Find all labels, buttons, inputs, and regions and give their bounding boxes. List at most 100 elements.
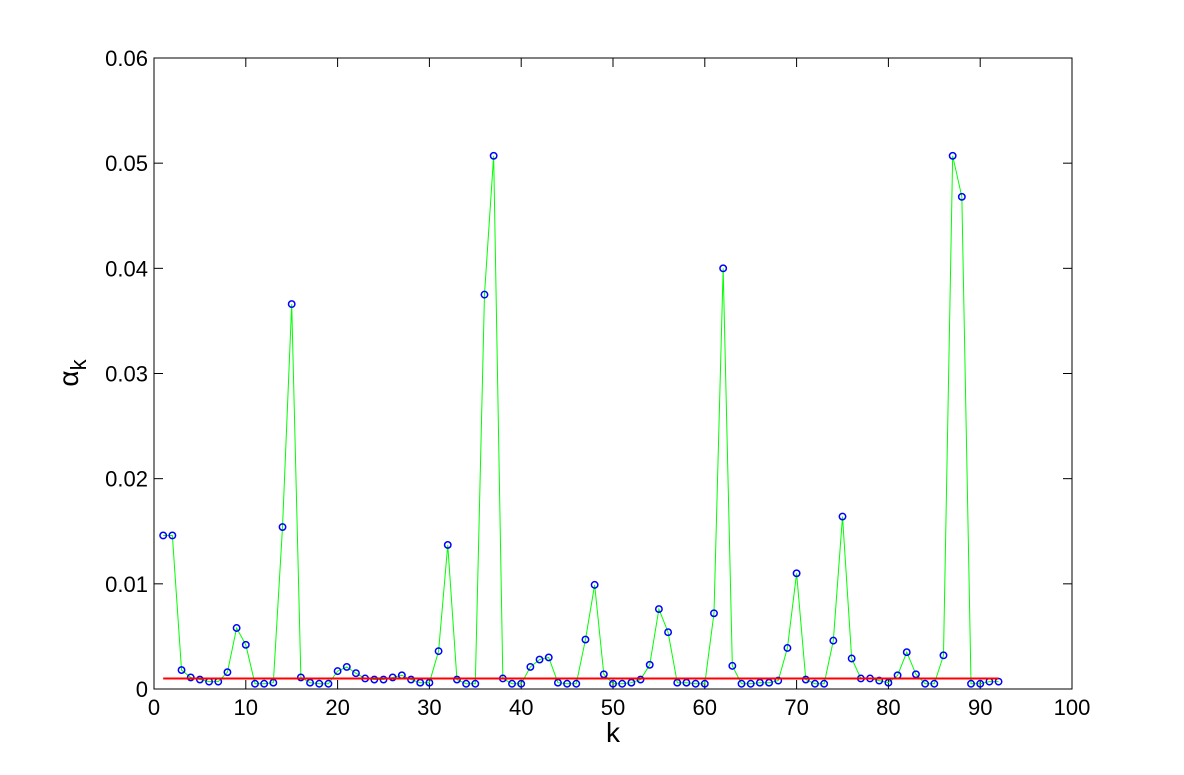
point (572, 679, 581, 688)
point (654, 605, 663, 614)
point (159, 531, 168, 540)
point (627, 678, 636, 687)
point (957, 192, 966, 201)
point (618, 679, 627, 688)
point (719, 264, 728, 273)
x-tick-label: 0 (148, 695, 160, 720)
point (599, 670, 608, 679)
x-tick-label: 50 (601, 695, 625, 720)
point (333, 667, 342, 676)
point (452, 675, 461, 684)
point (168, 531, 177, 540)
point (563, 679, 572, 688)
point (241, 640, 250, 649)
point (792, 569, 801, 578)
y-axis-label: αk (53, 358, 91, 386)
y-tick-label: 0.01 (105, 572, 148, 597)
point (471, 679, 480, 688)
y-tick-label: 0.03 (105, 362, 148, 387)
point (342, 662, 351, 671)
x-tick-label: 30 (417, 695, 441, 720)
point (700, 679, 709, 688)
point (352, 669, 360, 678)
point (838, 512, 847, 521)
point (269, 678, 278, 687)
point (783, 644, 792, 652)
point (884, 678, 893, 687)
x-tick-label: 10 (234, 695, 258, 720)
point (443, 540, 452, 549)
point (746, 679, 755, 688)
point (260, 679, 269, 688)
y-label-main: α (53, 370, 84, 386)
y-tick-label: 0.05 (105, 151, 148, 176)
point (590, 580, 599, 589)
x-tick-label: 80 (876, 695, 900, 720)
point (801, 675, 810, 684)
point (223, 668, 232, 677)
point (636, 675, 645, 684)
point (911, 670, 920, 679)
plot-area (153, 57, 1073, 690)
point (462, 679, 471, 688)
point (737, 679, 746, 688)
point (315, 679, 324, 688)
point (691, 679, 700, 688)
point (508, 679, 516, 688)
point (755, 678, 764, 687)
point (847, 654, 856, 663)
x-tick-label: 60 (693, 695, 717, 720)
point (186, 673, 195, 682)
point (296, 673, 305, 682)
point (416, 678, 425, 687)
point (948, 151, 957, 160)
point (921, 679, 930, 688)
point (379, 675, 388, 684)
point (370, 675, 379, 684)
point (553, 678, 562, 687)
point (581, 635, 590, 644)
x-tick-label: 90 (968, 695, 992, 720)
y-tick-label: 0.02 (105, 467, 148, 492)
point (774, 676, 783, 685)
point (517, 679, 526, 688)
point (673, 678, 682, 687)
point (407, 675, 415, 684)
point (682, 678, 691, 687)
x-tick-label: 40 (509, 695, 533, 720)
point (829, 636, 838, 645)
point (710, 609, 718, 618)
point (728, 661, 737, 670)
y-label-subscript: k (66, 358, 91, 370)
x-tick-label: 100 (1054, 695, 1091, 720)
point (765, 678, 774, 687)
point (930, 679, 939, 688)
point (902, 648, 911, 657)
x-tick-label: 20 (325, 695, 349, 720)
point (287, 300, 296, 309)
x-tick-label: 70 (784, 695, 808, 720)
point (306, 678, 315, 687)
point (480, 290, 489, 299)
point (811, 679, 819, 688)
y-tick-label: 0.04 (105, 256, 148, 281)
point (645, 660, 654, 669)
point (425, 678, 434, 687)
point (526, 662, 535, 671)
point (535, 655, 544, 664)
point (434, 647, 443, 656)
point (278, 523, 287, 531)
point (875, 676, 884, 685)
y-tick-label: 0.06 (105, 46, 148, 71)
point (232, 624, 241, 632)
point (195, 675, 204, 684)
point (251, 679, 259, 688)
point (177, 666, 186, 675)
point (967, 679, 975, 688)
point (489, 151, 498, 160)
point (939, 651, 948, 660)
y-tick-label: 0 (136, 677, 148, 702)
x-axis-label: k (606, 717, 621, 748)
